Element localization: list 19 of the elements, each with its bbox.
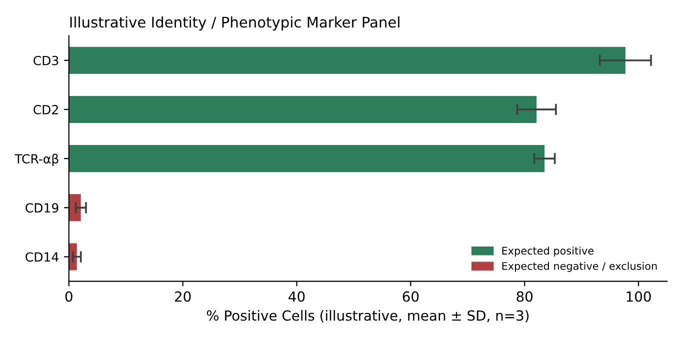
x-tick-label: 20 bbox=[174, 291, 191, 302]
x-axis-title: % Positive Cells (illustrative, mean ± SD, n=3) bbox=[206, 310, 529, 322]
x-tick-label: 40 bbox=[288, 291, 305, 302]
legend-label: Expected negative / exclusion bbox=[502, 262, 657, 272]
bar bbox=[68, 194, 81, 222]
x-tick-label: 100 bbox=[626, 291, 651, 302]
y-tick-label: CD3 bbox=[34, 56, 58, 66]
chart-title: Illustrative Identity / Phenotypic Marker Panel bbox=[70, 16, 400, 31]
bar bbox=[68, 46, 626, 74]
x-tick-label: 80 bbox=[516, 291, 532, 302]
y-tick-label: CD2 bbox=[34, 104, 58, 114]
x-tick-label: 60 bbox=[402, 291, 419, 302]
y-tick-label: CD14 bbox=[26, 252, 58, 262]
y-tick-label: CD19 bbox=[26, 203, 58, 213]
bar bbox=[68, 145, 545, 172]
y-tick-label: TCR-αβ bbox=[14, 154, 58, 166]
bar bbox=[68, 96, 537, 123]
x-tick-label: 0 bbox=[65, 291, 72, 302]
legend-label: Expected positive bbox=[502, 246, 594, 257]
